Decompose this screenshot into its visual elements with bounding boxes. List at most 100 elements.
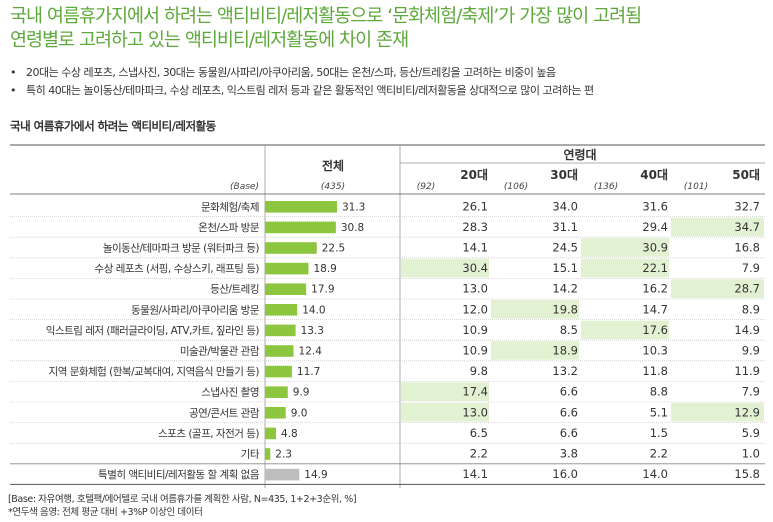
- cell-value: 14.1: [462, 467, 488, 481]
- bar: [265, 201, 337, 213]
- bar: [265, 221, 336, 234]
- cell-value: 17.6: [642, 323, 668, 337]
- row-label: 놀이동산/테마파크 방문 (워터파크 등): [103, 242, 260, 255]
- title-line-2: 연령별로 고려하고 있는 액티비티/레저활동에 차이 존재: [10, 30, 409, 51]
- cell-value: 30.9: [642, 241, 668, 255]
- cell-value: 9.8: [470, 364, 488, 378]
- bar: [265, 324, 296, 337]
- bar: [265, 242, 317, 254]
- cell-value: 9.9: [742, 344, 760, 358]
- cell-value: 14.2: [552, 282, 578, 296]
- row-label: 스냅사진 촬영: [201, 387, 259, 399]
- bullet-dot-icon: •: [10, 84, 17, 97]
- bar-value-label: 12.4: [299, 346, 323, 358]
- cell-value: 11.9: [734, 364, 760, 378]
- cell-value: 6.5: [470, 426, 488, 440]
- column-header: 50대: [732, 168, 760, 182]
- bar-value-label: 13.3: [301, 325, 324, 337]
- highlight-cell: [581, 258, 669, 278]
- row-label: 온천/스파 방문: [198, 222, 260, 234]
- bullet-item: • 20대는 수상 레포츠, 스냅사진, 30대는 동물원/사파리/아쿠아리움,…: [10, 64, 770, 82]
- cell-value: 7.9: [742, 385, 760, 399]
- cell-value: 15.8: [734, 467, 760, 481]
- cell-value: 15.1: [552, 261, 578, 275]
- cell-value: 16.2: [642, 282, 668, 296]
- bar-value-label: 14.9: [304, 469, 327, 481]
- cell-value: 18.9: [552, 344, 578, 358]
- cell-value: 5.1: [650, 405, 668, 419]
- highlight-cell: [581, 238, 669, 257]
- bar-value-label: 2.3: [275, 449, 292, 461]
- cell-value: 1.5: [650, 426, 668, 440]
- base-label: (Base): [230, 182, 259, 192]
- base-value: (101): [684, 182, 708, 192]
- bar-value-label: 30.8: [341, 222, 364, 234]
- base-value: (92): [417, 182, 435, 192]
- row-label: 공연/콘서트 관람: [189, 406, 260, 419]
- cell-value: 6.6: [560, 426, 578, 440]
- highlight-cell: [401, 258, 489, 278]
- cell-value: 17.4: [462, 385, 488, 399]
- cell-value: 13.0: [462, 405, 488, 419]
- title-line-1: 국내 여름휴가지에서 하려는 액티비티/레저활동으로 ‘문화체험/축제’가 가장…: [10, 6, 642, 27]
- row-label: 지역 문화체험 (한복/교복대여, 지역음식 만들기 등): [49, 366, 260, 378]
- row-label: 익스트림 레저 (패러글라이딩, ATV,카트, 짚라인 등): [46, 325, 260, 337]
- footnote: [Base: 자유여행, 호텔팩/에어텔로 국내 여름휴가를 계획한 사람, N…: [8, 493, 357, 519]
- row-label: 스포츠 (골프, 자전거 등): [158, 428, 259, 440]
- bar-value-label: 18.9: [313, 263, 336, 275]
- cell-value: 10.9: [462, 323, 488, 337]
- cell-value: 16.0: [552, 467, 578, 481]
- bullet-text: 20대는 수상 레포츠, 스냅사진, 30대는 동물원/사파리/아쿠아리움, 5…: [26, 66, 556, 79]
- bar-value-label: 9.0: [291, 407, 308, 419]
- cell-value: 22.1: [642, 261, 668, 275]
- row-label: 동물원/사파리/아쿠아리움 방문: [131, 304, 260, 316]
- cell-value: 3.8: [560, 447, 578, 461]
- footnote-legend: *연두색 음영: 전체 평균 대비 +3%P 이상인 데이터: [8, 507, 203, 518]
- cell-value: 14.1: [462, 241, 488, 255]
- row-label: 등산/트레킹: [210, 284, 259, 296]
- bar-value-label: 14.0: [302, 304, 325, 316]
- group-header: 연령대: [563, 147, 596, 162]
- total-header: 전체: [322, 158, 344, 173]
- cell-value: 14.9: [734, 323, 760, 337]
- bar-value-label: 31.3: [342, 201, 365, 213]
- cell-value: 8.5: [560, 323, 578, 337]
- cell-value: 8.8: [650, 385, 668, 399]
- cell-value: 1.0: [742, 447, 760, 461]
- highlight-cell: [401, 382, 489, 401]
- row-label: 기타: [241, 449, 260, 461]
- bar-value-label: 22.5: [322, 243, 345, 255]
- cell-value: 13.2: [552, 364, 578, 378]
- column-header: 40대: [640, 168, 668, 182]
- bullet-item: • 특히 40대는 놀이동산/테마파크, 수상 레포츠, 익스트림 레저 등과 …: [10, 82, 770, 100]
- cell-value: 7.9: [742, 261, 760, 275]
- row-label: 특별히 액티비티/레저활동 할 계획 없음: [98, 468, 260, 481]
- highlight-cell: [671, 279, 764, 298]
- highlight-cell: [401, 403, 489, 422]
- bar: [265, 407, 286, 419]
- cell-value: 24.5: [552, 241, 578, 255]
- cell-value: 5.9: [742, 426, 760, 440]
- base-value: (136): [594, 182, 618, 192]
- base-value: (106): [504, 182, 528, 192]
- cell-value: 6.6: [560, 385, 578, 399]
- column-header: 30대: [550, 168, 578, 182]
- cell-value: 12.0: [462, 302, 488, 316]
- cell-value: 12.9: [734, 405, 760, 419]
- cell-value: 34.7: [734, 220, 760, 234]
- highlight-cell: [491, 341, 579, 360]
- cell-value: 2.2: [470, 447, 488, 461]
- cell-value: 30.4: [462, 261, 488, 275]
- cell-value: 19.8: [552, 302, 578, 316]
- bar-value-label: 4.8: [281, 428, 298, 440]
- bullet-dot-icon: •: [10, 66, 17, 79]
- cell-value: 13.0: [462, 282, 488, 296]
- bar: [265, 448, 271, 460]
- cell-value: 32.7: [734, 199, 760, 213]
- bar: [265, 304, 298, 316]
- cell-value: 31.1: [552, 220, 578, 234]
- bar-value-label: 9.9: [293, 387, 310, 399]
- highlight-cell: [491, 300, 579, 319]
- cell-value: 31.6: [642, 199, 668, 213]
- cell-value: 14.7: [642, 302, 668, 316]
